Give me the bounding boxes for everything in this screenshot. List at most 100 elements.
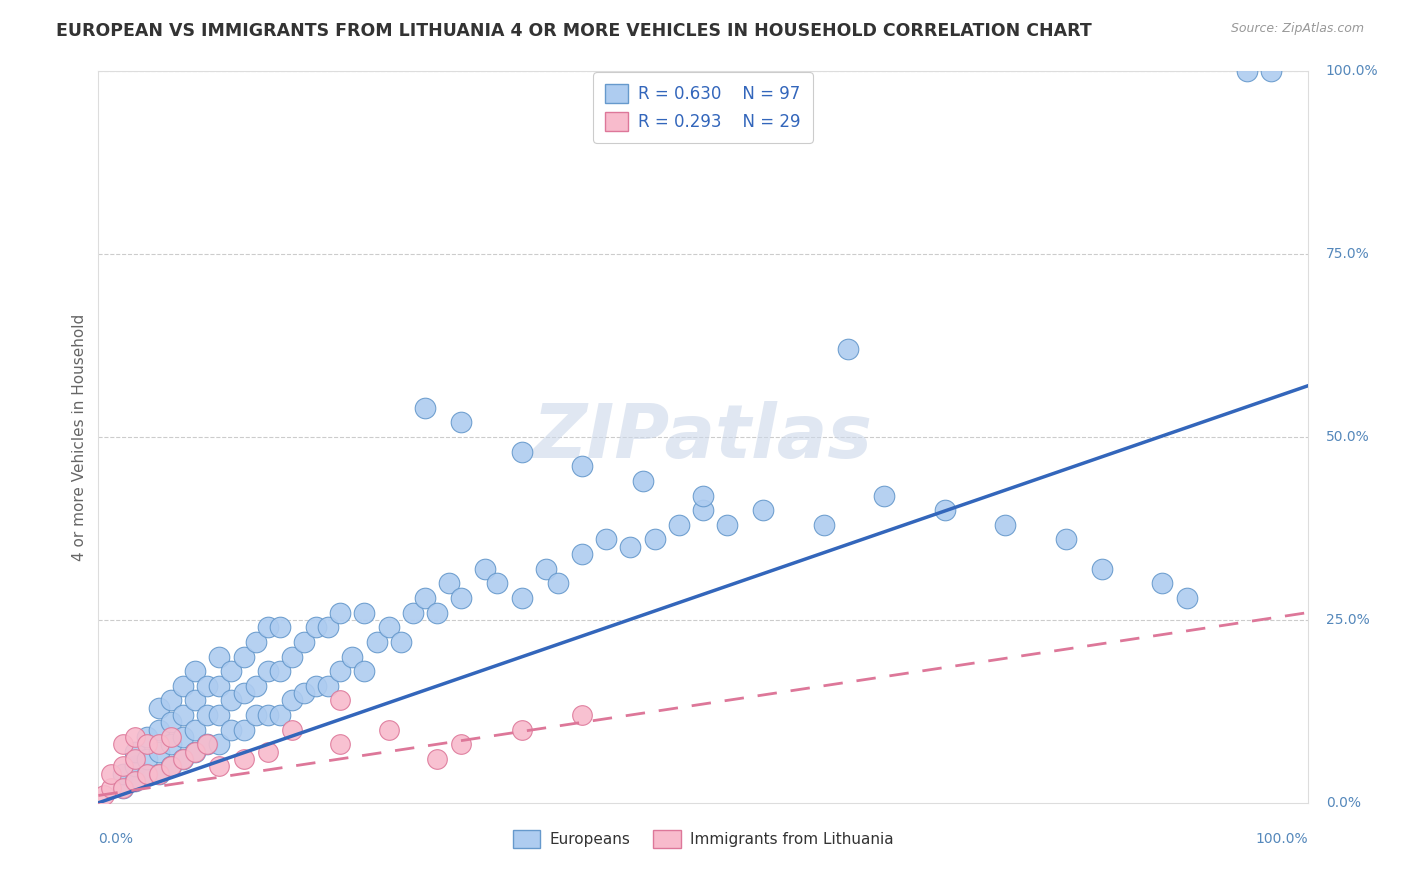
Point (450, 737, 472, 751)
Point (221, 693, 243, 707)
Text: 100.0%: 100.0% (1256, 832, 1308, 846)
Point (292, 635, 315, 649)
Point (353, 664, 375, 678)
Point (269, 708, 291, 723)
Point (837, 343, 859, 357)
Point (148, 745, 170, 759)
Point (269, 664, 291, 678)
Y-axis label: 4 or more Vehicles in Household: 4 or more Vehicles in Household (72, 313, 87, 561)
Point (208, 708, 231, 723)
Point (256, 620, 278, 634)
Point (184, 723, 207, 737)
Point (413, 401, 436, 415)
Point (124, 730, 146, 744)
Point (631, 474, 654, 488)
Point (111, 781, 134, 796)
Point (256, 745, 278, 759)
Point (172, 708, 194, 723)
Point (292, 686, 315, 700)
Point (135, 766, 157, 780)
Point (100, 766, 122, 780)
Point (329, 664, 352, 678)
Point (184, 745, 207, 759)
Point (305, 620, 328, 634)
Text: ZIPatlas: ZIPatlas (533, 401, 873, 474)
Point (316, 679, 339, 693)
Point (571, 459, 593, 474)
Text: 25.0%: 25.0% (1326, 613, 1369, 627)
Point (426, 606, 449, 620)
Text: 0.0%: 0.0% (98, 832, 134, 846)
Point (353, 606, 375, 620)
Point (124, 773, 146, 788)
Point (994, 517, 1017, 532)
Point (644, 533, 666, 547)
Point (474, 562, 496, 576)
Point (221, 723, 243, 737)
Point (172, 752, 194, 766)
Point (172, 730, 194, 744)
Point (813, 517, 835, 532)
Point (160, 730, 183, 744)
Point (692, 503, 714, 517)
Point (160, 737, 183, 751)
Point (208, 737, 231, 751)
Point (184, 664, 207, 678)
Text: EUROPEAN VS IMMIGRANTS FROM LITHUANIA 4 OR MORE VEHICLES IN HOUSEHOLD CORRELATIO: EUROPEAN VS IMMIGRANTS FROM LITHUANIA 4 … (56, 22, 1092, 40)
Point (111, 737, 134, 751)
Point (413, 591, 436, 605)
Point (148, 700, 170, 714)
Point (135, 752, 157, 766)
Point (135, 737, 157, 751)
Point (1236, 64, 1258, 78)
Point (619, 540, 641, 554)
Point (547, 576, 569, 591)
Point (111, 766, 134, 780)
Point (208, 759, 231, 773)
Point (245, 708, 267, 723)
Point (124, 759, 146, 773)
Point (135, 766, 157, 780)
Point (232, 752, 254, 766)
Point (208, 679, 231, 693)
Point (184, 693, 207, 707)
Point (111, 781, 134, 796)
Point (232, 649, 254, 664)
Text: 100.0%: 100.0% (1326, 64, 1378, 78)
Point (195, 737, 218, 751)
Point (934, 503, 956, 517)
Point (232, 723, 254, 737)
Point (256, 664, 278, 678)
Point (366, 635, 388, 649)
Point (148, 766, 170, 780)
Point (316, 620, 339, 634)
Point (329, 737, 352, 751)
Point (1260, 64, 1282, 78)
Point (184, 745, 207, 759)
Point (195, 737, 218, 751)
Point (172, 752, 194, 766)
Point (329, 693, 352, 707)
Point (160, 759, 183, 773)
Point (402, 606, 425, 620)
Point (281, 693, 304, 707)
Point (426, 752, 449, 766)
Point (256, 708, 278, 723)
Point (692, 489, 714, 503)
Point (716, 517, 738, 532)
Point (1054, 533, 1077, 547)
Point (752, 503, 775, 517)
Point (1152, 576, 1174, 591)
Point (124, 773, 146, 788)
Point (571, 547, 593, 561)
Point (486, 576, 509, 591)
Point (269, 620, 291, 634)
Point (124, 752, 146, 766)
Point (195, 679, 218, 693)
Point (1175, 591, 1198, 605)
Text: 75.0%: 75.0% (1326, 247, 1369, 261)
Point (1091, 562, 1114, 576)
Point (510, 723, 533, 737)
Point (172, 679, 194, 693)
Text: 50.0%: 50.0% (1326, 430, 1369, 444)
